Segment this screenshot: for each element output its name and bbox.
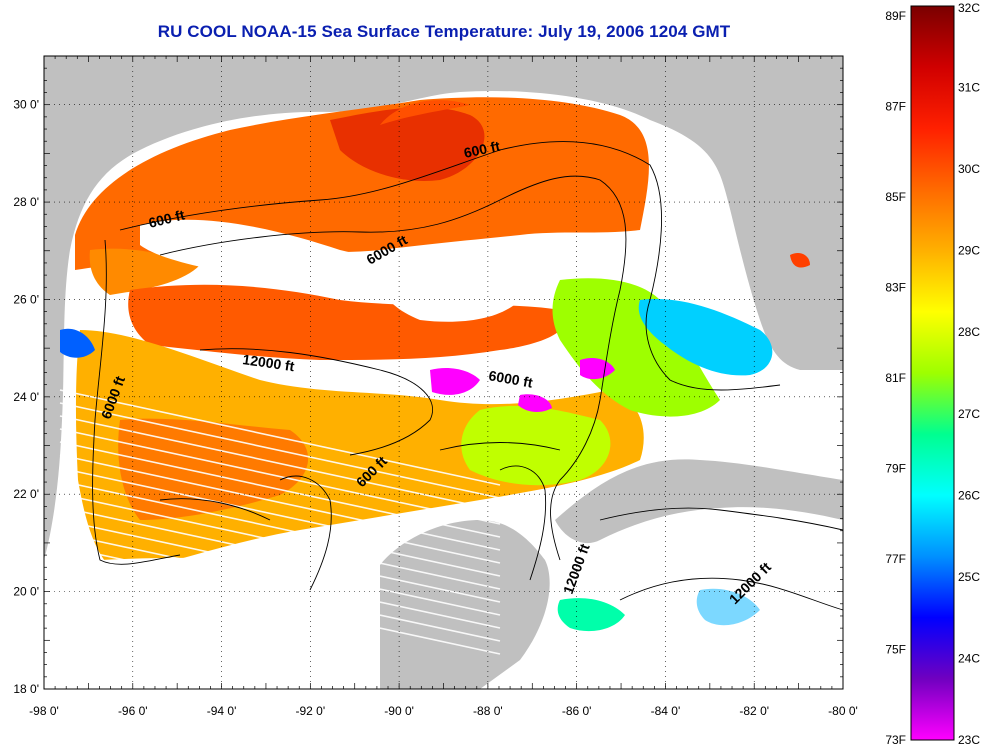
lon-tick-label: -94 0' xyxy=(207,704,237,718)
contour-label-2: 600 ft xyxy=(462,138,501,161)
sst-data-layer xyxy=(44,97,810,689)
lon-tick-label: -90 0' xyxy=(384,704,414,718)
lat-lon-grid xyxy=(44,56,843,689)
colorbar-celsius-label: 24C xyxy=(958,651,980,665)
colorbar-celsius-label: 28C xyxy=(958,325,980,339)
colorbar-fahrenheit-label: 87F xyxy=(885,100,906,114)
colorbar-celsius-label: 26C xyxy=(958,488,980,502)
colorbar-fahrenheit-label: 81F xyxy=(885,371,906,385)
colorbar-celsius-label: 32C xyxy=(958,1,980,15)
colorbar-celsius-label: 27C xyxy=(958,407,980,421)
lat-tick-label: 18 0' xyxy=(13,682,39,696)
lat-tick-label: 24 0' xyxy=(13,390,39,404)
bathymetry-contours xyxy=(92,141,843,611)
lon-tick-label: -84 0' xyxy=(651,704,681,718)
florida-land xyxy=(720,150,843,357)
lon-tick-label: -96 0' xyxy=(118,704,148,718)
colorbar xyxy=(910,5,955,741)
colorbar-celsius-label: 25C xyxy=(958,570,980,584)
colorbar-labels: 89F 87F 85F 83F 81F 79F 77F 75F 73F 32C 31C 30C 29C 2… xyxy=(885,1,980,747)
colorbar-celsius-label: 30C xyxy=(958,162,980,176)
colorbar-celsius-label: 29C xyxy=(958,244,980,258)
scan-lines xyxy=(59,389,501,655)
lon-tick-label: -86 0' xyxy=(562,704,592,718)
lat-tick-label: 20 0' xyxy=(13,585,39,599)
colorbar-fahrenheit-label: 89F xyxy=(885,9,906,23)
lat-tick-label: 28 0' xyxy=(13,195,39,209)
colorbar-fahrenheit-label: 77F xyxy=(885,552,906,566)
contour-label-6: 6000 ft xyxy=(487,367,534,391)
lon-tick-label: -92 0' xyxy=(296,704,326,718)
colorbar-fahrenheit-label: 83F xyxy=(885,281,906,295)
colorbar-fahrenheit-label: 85F xyxy=(885,190,906,204)
map-title: RU COOL NOAA-15 Sea Surface Temperature:… xyxy=(157,22,731,41)
colorbar-celsius-label: 23C xyxy=(958,733,980,747)
cuba-land xyxy=(555,459,843,544)
lon-tick-label: -82 0' xyxy=(739,704,769,718)
axis-ticks: -98 0' -96 0' -94 0' -92 0' -90 0' -88 0' -86 … xyxy=(13,55,858,718)
colorbar-celsius-label: 31C xyxy=(958,81,980,95)
lon-tick-label: -80 0' xyxy=(828,704,858,718)
contour-label-4: 12000 ft xyxy=(242,351,296,374)
lat-tick-label: 26 0' xyxy=(13,292,39,306)
colorbar-fahrenheit-label: 79F xyxy=(885,462,906,476)
colorbar-fahrenheit-label: 75F xyxy=(885,643,906,657)
lat-tick-label: 22 0' xyxy=(13,487,39,501)
lat-tick-label: 30 0' xyxy=(13,98,39,112)
lon-tick-label: -98 0' xyxy=(29,704,59,718)
colorbar-fahrenheit-label: 73F xyxy=(885,733,906,747)
lon-tick-label: -88 0' xyxy=(473,704,503,718)
